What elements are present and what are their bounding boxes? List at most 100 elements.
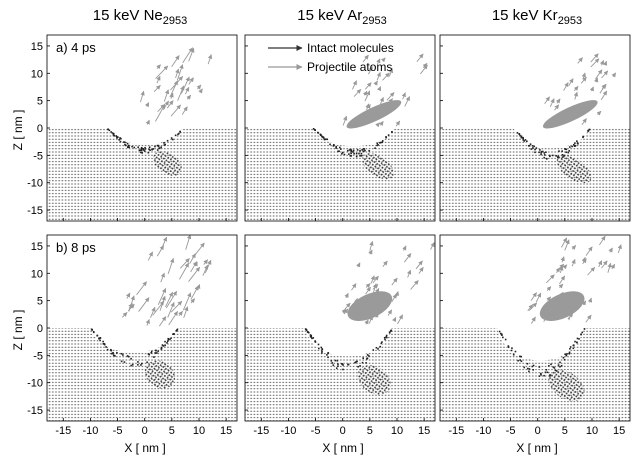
ejecta-plume bbox=[341, 241, 435, 325]
debris-dot bbox=[114, 355, 116, 357]
projectile-arrow bbox=[416, 53, 424, 63]
debris-dot bbox=[143, 150, 146, 152]
x-tick-label: 0 bbox=[142, 425, 148, 437]
debris-dot bbox=[120, 352, 123, 355]
projectile-arrow bbox=[544, 96, 550, 105]
projectile-arrow bbox=[140, 90, 145, 103]
debris-dot bbox=[520, 136, 523, 139]
projectile-arrow bbox=[185, 86, 190, 95]
projectile-arrow bbox=[406, 269, 412, 278]
projectile-arrow bbox=[387, 309, 393, 316]
projectile-arrow bbox=[136, 281, 147, 296]
debris-dot bbox=[326, 354, 328, 356]
projectile-arrow bbox=[418, 266, 424, 274]
debris-dot bbox=[350, 152, 352, 155]
x-tick-label: 0 bbox=[535, 425, 541, 437]
projectile-arrow bbox=[188, 266, 201, 282]
x-tick-label: -15 bbox=[448, 425, 464, 437]
debris-dot bbox=[305, 329, 308, 332]
debris-dot bbox=[368, 150, 370, 152]
debris-dot bbox=[350, 148, 352, 151]
debris-dot bbox=[519, 134, 521, 137]
projectile-arrow bbox=[585, 246, 593, 256]
crater bbox=[106, 127, 183, 145]
debris-dot bbox=[552, 154, 554, 157]
debris-dot bbox=[137, 363, 139, 366]
debris-dot bbox=[154, 145, 156, 148]
debris-dot bbox=[517, 359, 519, 362]
debris-dot bbox=[385, 334, 388, 337]
debris-dot bbox=[543, 152, 546, 154]
debris-dot bbox=[538, 366, 541, 368]
projectile-arrow bbox=[610, 263, 616, 270]
debris-dot bbox=[362, 357, 365, 359]
debris-dot bbox=[381, 140, 384, 142]
debris-dot bbox=[140, 364, 142, 366]
projectile-arrow bbox=[188, 77, 194, 85]
debris-dot bbox=[531, 144, 534, 147]
debris-dot bbox=[554, 369, 557, 372]
debris-dot bbox=[321, 348, 323, 350]
x-tick-label: 15 bbox=[613, 425, 625, 437]
debris-dot bbox=[540, 153, 542, 156]
debris-dot bbox=[342, 368, 344, 371]
debris-dot bbox=[557, 364, 560, 366]
debris-dot bbox=[528, 368, 531, 370]
projectile-arrow bbox=[163, 89, 170, 102]
debris-dot bbox=[512, 353, 515, 356]
debris-dot bbox=[313, 128, 316, 131]
x-tick-label: 10 bbox=[391, 425, 403, 437]
x-tick-label: 15 bbox=[418, 425, 430, 437]
debris-dot bbox=[366, 357, 369, 360]
projectile-cloud bbox=[346, 100, 402, 129]
projectile-arrow bbox=[344, 292, 349, 299]
debris-dot bbox=[355, 361, 357, 363]
debris-dot bbox=[106, 348, 109, 351]
projectile-arrow bbox=[362, 54, 369, 63]
debris-dot bbox=[542, 150, 544, 153]
debris-dot bbox=[320, 346, 323, 349]
x-tick-label: -15 bbox=[253, 425, 269, 437]
projectile-arrow bbox=[599, 235, 606, 246]
debris-dot bbox=[317, 132, 320, 134]
projectile-arrow bbox=[391, 277, 398, 286]
debris-dot bbox=[321, 136, 324, 138]
compressed-region bbox=[556, 154, 592, 184]
debris-dot bbox=[532, 364, 535, 367]
debris-dot bbox=[588, 128, 591, 131]
debris-dot bbox=[510, 349, 513, 352]
debris-dot bbox=[331, 362, 334, 364]
debris-dot bbox=[540, 374, 542, 376]
debris-dot bbox=[128, 146, 130, 149]
y-tick-label: -5 bbox=[33, 150, 43, 162]
debris-dot bbox=[583, 328, 586, 330]
projectile-arrow bbox=[597, 260, 603, 268]
debris-dot bbox=[126, 146, 129, 149]
projectile-arrow bbox=[595, 69, 603, 80]
debris-dot bbox=[146, 361, 148, 364]
debris-dot bbox=[548, 364, 550, 367]
debris-dot bbox=[332, 145, 335, 147]
y-tick-label: -5 bbox=[33, 350, 43, 362]
projectile-arrow bbox=[382, 72, 390, 81]
projectile-arrow bbox=[356, 262, 361, 268]
debris-dot bbox=[117, 136, 119, 138]
target-lattice bbox=[440, 127, 630, 221]
debris-dot bbox=[543, 374, 545, 377]
debris-dot bbox=[176, 328, 179, 331]
projectile-arrow bbox=[343, 308, 349, 315]
legend: Intact molecules Projectile atoms bbox=[268, 41, 394, 74]
debris-dot bbox=[561, 156, 564, 158]
projectile-arrow bbox=[181, 106, 188, 115]
debris-dot bbox=[561, 154, 564, 156]
debris-dot bbox=[177, 133, 179, 136]
crater bbox=[304, 327, 392, 357]
projectile-arrow bbox=[375, 122, 380, 128]
debris-dot bbox=[555, 155, 558, 157]
debris-dot bbox=[102, 340, 104, 343]
projectile-arrow bbox=[370, 275, 375, 284]
debris-dot bbox=[372, 349, 375, 351]
crater bbox=[513, 127, 590, 149]
x-tick-label: 10 bbox=[193, 425, 205, 437]
projectile-arrow bbox=[369, 241, 374, 251]
